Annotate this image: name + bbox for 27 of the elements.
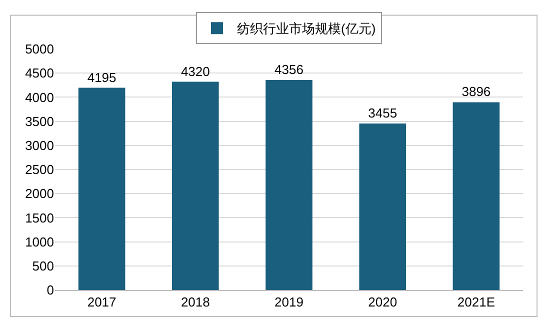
- y-tick-label: 4000: [25, 90, 54, 105]
- y-tick-label: 3000: [25, 138, 54, 153]
- legend-label: 纺织行业市场规模(亿元): [237, 21, 376, 36]
- x-tick-label: 2018: [180, 294, 210, 310]
- data-label: 3896: [462, 84, 491, 100]
- y-tick-label: 4500: [25, 66, 54, 81]
- bar: [266, 80, 312, 290]
- bar: [452, 102, 500, 290]
- y-tick-label: 1500: [25, 210, 54, 226]
- data-label: 4356: [274, 62, 304, 78]
- y-tick-label: 3500: [25, 114, 54, 129]
- bar: [78, 88, 126, 290]
- data-label: 4195: [87, 70, 116, 85]
- y-tick-label: 2000: [25, 186, 54, 202]
- x-tick-label: 2019: [274, 294, 304, 310]
- y-tick-label: 1000: [25, 234, 54, 250]
- y-tick-label: 5000: [25, 42, 54, 57]
- bar: [172, 82, 219, 290]
- x-tick-label: 2021E: [457, 294, 496, 310]
- x-tick-label: 2017: [87, 294, 116, 310]
- y-tick-label: 500: [32, 258, 54, 274]
- y-tick-label: 0: [46, 282, 54, 298]
- data-label: 3455: [368, 105, 398, 120]
- x-tick-label: 2020: [368, 294, 398, 310]
- bar: [359, 123, 406, 290]
- y-tick-label: 2500: [25, 162, 54, 178]
- data-label: 4320: [180, 64, 210, 79]
